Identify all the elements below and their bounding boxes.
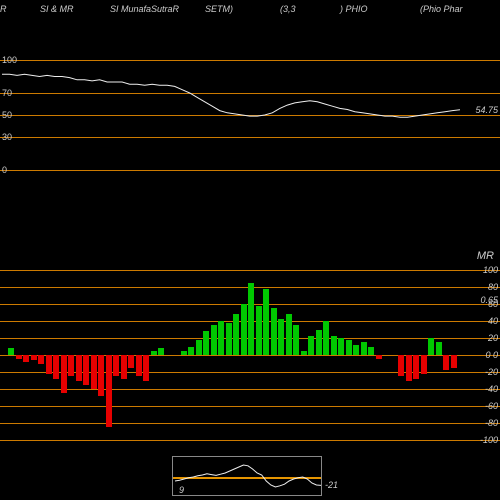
mr-bar	[436, 342, 442, 355]
mr-bar	[83, 355, 89, 385]
value-label: 0.65	[480, 295, 498, 305]
mr-bar	[46, 355, 52, 374]
grid-line	[0, 440, 500, 441]
y-tick-label: -20	[485, 367, 498, 377]
mr-bar	[293, 325, 299, 355]
header-item: SETM)	[205, 4, 233, 14]
mr-bar	[271, 308, 277, 355]
mr-bar	[31, 355, 37, 360]
mr-bar	[421, 355, 427, 374]
y-tick-label: -60	[485, 401, 498, 411]
header-item: SI MunafaSutraR	[110, 4, 179, 14]
mr-bar	[91, 355, 97, 389]
y-tick-label: 100	[483, 265, 498, 275]
mr-bar	[68, 355, 74, 376]
mr-bar	[278, 319, 284, 355]
mr-bar	[263, 289, 269, 355]
panel-title: MR	[477, 250, 494, 262]
rsi-line-chart	[0, 60, 500, 170]
mr-bar-panel: 100806040200 0-20-40-60-80-100MR0.65	[0, 270, 500, 440]
rsi-panel: 100705030054.75	[0, 60, 500, 170]
mr-bar	[98, 355, 104, 396]
mr-bar	[38, 355, 44, 364]
mr-bar	[218, 321, 224, 355]
mr-bar	[331, 336, 337, 355]
mr-bar	[368, 347, 374, 356]
grid-line	[0, 423, 500, 424]
mini-oscillator-panel: -219	[172, 456, 322, 496]
mr-bar	[428, 338, 434, 355]
mr-bar	[61, 355, 67, 393]
mr-bar	[196, 340, 202, 355]
mr-bar	[346, 340, 352, 355]
mr-bar	[241, 304, 247, 355]
mini-line-chart	[173, 457, 323, 497]
mr-bar	[121, 355, 127, 379]
y-tick-label: 40	[488, 316, 498, 326]
mr-bar	[361, 342, 367, 355]
y-tick-label: -100	[480, 435, 498, 445]
grid-line	[0, 270, 500, 271]
mr-bar	[8, 348, 14, 355]
header-item: R	[0, 4, 7, 14]
mr-bar	[16, 355, 22, 359]
mr-bar	[413, 355, 419, 379]
mr-bar	[256, 306, 262, 355]
mr-bar	[158, 348, 164, 355]
header-item: ) PHIO	[340, 4, 368, 14]
mr-bar	[398, 355, 404, 376]
mr-bar	[443, 355, 449, 370]
header-item: SI & MR	[40, 4, 74, 14]
header-labels: R SI & MR SI MunafaSutraR SETM) (3,3 ) PHIO (P…	[0, 4, 500, 18]
mr-bar	[136, 355, 142, 376]
mr-bar	[301, 351, 307, 355]
mr-bar	[376, 355, 382, 359]
mr-bar	[226, 323, 232, 355]
mr-bar	[151, 351, 157, 355]
mr-bar	[338, 338, 344, 355]
header-item: (3,3	[280, 4, 296, 14]
y-tick-label: 0 0	[485, 350, 498, 360]
y-tick-label: -80	[485, 418, 498, 428]
mr-bar	[353, 345, 359, 355]
mr-bar	[203, 331, 209, 355]
y-tick-label: 80	[488, 282, 498, 292]
mr-bar	[406, 355, 412, 381]
mr-bar	[308, 336, 314, 355]
mr-bar	[211, 325, 217, 355]
mr-bar	[188, 347, 194, 356]
mr-bar	[316, 330, 322, 356]
grid-line	[0, 406, 500, 407]
mr-bar	[181, 351, 187, 355]
mr-bar	[128, 355, 134, 368]
mr-bar	[286, 314, 292, 355]
mr-bar	[248, 283, 254, 355]
value-label: -21	[325, 480, 338, 490]
mr-bar	[143, 355, 149, 381]
value-label: 9	[179, 485, 184, 495]
mr-bar	[233, 314, 239, 355]
grid-line	[0, 170, 500, 171]
y-tick-label: -40	[485, 384, 498, 394]
mr-bar	[23, 355, 29, 362]
mr-bar	[53, 355, 59, 379]
mr-bar	[76, 355, 82, 381]
mr-bar	[323, 321, 329, 355]
mr-bar	[106, 355, 112, 427]
header-item: (Phio Phar	[420, 4, 463, 14]
mr-bar	[113, 355, 119, 376]
y-tick-label: 20	[488, 333, 498, 343]
mr-bar	[451, 355, 457, 368]
grid-line	[0, 389, 500, 390]
